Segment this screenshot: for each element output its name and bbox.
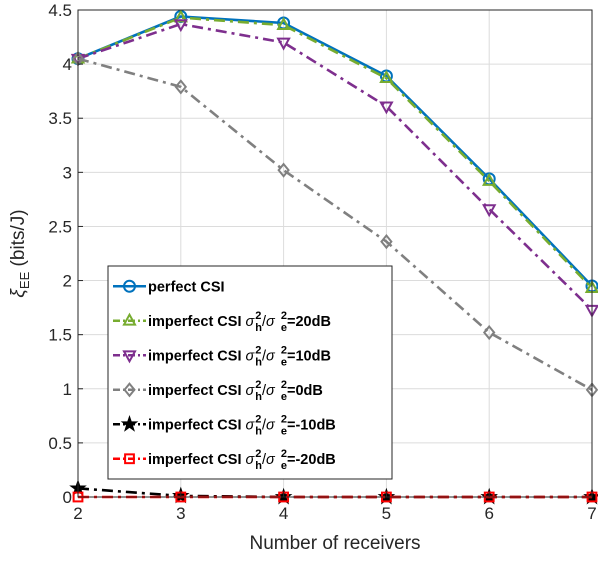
y-tick-label: 0.5	[48, 434, 72, 453]
data-point-marker	[276, 17, 291, 31]
data-point-marker	[277, 162, 290, 178]
data-point-marker	[173, 9, 188, 23]
series-line	[77, 57, 593, 391]
data-point-marker	[379, 70, 394, 84]
data-point-marker	[276, 37, 291, 51]
x-tick-label: 7	[587, 504, 596, 523]
x-axis-title: Number of receivers	[249, 533, 420, 554]
y-tick-label: 3.5	[48, 109, 72, 128]
series	[69, 479, 598, 505]
y-tick-label: 1.5	[48, 326, 72, 345]
data-point-marker	[122, 312, 137, 326]
x-tick-label: 5	[382, 504, 391, 523]
data-point-marker	[123, 382, 136, 398]
data-point-marker	[380, 233, 393, 250]
y-axis-title: ξEE (bits/J)	[8, 209, 32, 297]
y-tick-label: 4	[63, 55, 72, 74]
x-tick-label: 2	[73, 504, 82, 523]
y-tick-label: 2.5	[48, 217, 72, 236]
y-tick-label: 2	[63, 272, 72, 291]
axis-ticks: 0 0.5 1 1.5 2 2.5 3 3.5 4 4.5 2 3 4 5 6 7	[48, 1, 596, 523]
legend: perfect CSI imperfect CSI σ2 h/σ 2 e=20dB imp…	[107, 265, 393, 480]
data-point-marker	[482, 172, 497, 186]
legend-label: imperfect CSI σ2 h/σ 2 e=-10dB	[148, 413, 336, 437]
legend-label: imperfect CSI σ2 h/σ 2 e=20dB	[148, 310, 331, 334]
legend-label: imperfect CSI σ2 h/σ 2 e=10dB	[148, 344, 331, 368]
data-point-marker	[120, 414, 139, 432]
series-line	[77, 15, 593, 287]
data-point-marker	[124, 453, 135, 465]
data-point-marker	[379, 101, 394, 115]
x-tick-label: 4	[279, 504, 288, 523]
y-tick-label: 0	[63, 488, 72, 507]
y-tick-label: 3	[63, 163, 72, 182]
series-line	[77, 22, 593, 311]
y-tick-label: 1	[63, 380, 72, 399]
y-tick-label: 4.5	[48, 1, 72, 20]
y-axis-unit: (bits/J)	[8, 209, 29, 271]
data-point-marker	[173, 19, 188, 33]
data-point-marker	[123, 279, 136, 293]
legend-box	[107, 265, 393, 480]
legend-label: perfect CSI	[148, 279, 225, 295]
series	[70, 9, 598, 293]
x-tick-label: 6	[484, 504, 493, 523]
series-line	[77, 16, 593, 290]
data-point-marker	[482, 324, 496, 341]
svg-text:ξEE (bits/J): ξEE (bits/J)	[8, 209, 32, 297]
y-axis-subscript: EE	[17, 271, 32, 289]
x-tick-label: 3	[176, 504, 185, 523]
plot-frame	[77, 9, 593, 498]
y-axis-symbol: ξ	[8, 288, 29, 298]
legend-label: imperfect CSI σ2 h/σ 2 e=-20dB	[148, 448, 336, 472]
data-point-marker	[482, 204, 497, 218]
data-point-marker	[122, 350, 137, 364]
data-point-marker	[174, 79, 188, 95]
legend-label: imperfect CSI σ2 h/σ 2 e=0dB	[148, 379, 323, 403]
